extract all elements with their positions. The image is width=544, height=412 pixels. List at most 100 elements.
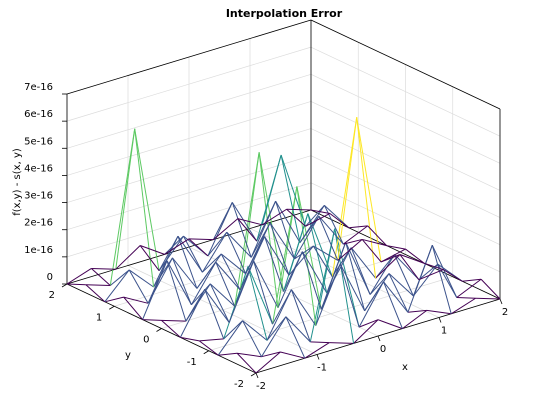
mesh-line [161, 319, 186, 322]
mesh-line [326, 242, 347, 294]
wall-grid-line [66, 128, 312, 203]
tick-layer: -2 -1 0 1 2 -2 -1 0 1 2 0 1e-16 2e-16 3e-16 4e-16 5e-16… [24, 82, 508, 392]
mesh-line [164, 238, 190, 255]
mesh-line [104, 296, 124, 303]
mesh-line [407, 309, 427, 313]
x-tick-label: -2 [256, 381, 266, 392]
mesh-line [91, 267, 116, 270]
mesh-line [418, 269, 444, 281]
mesh-line [301, 251, 328, 294]
mesh-line [329, 213, 350, 229]
mesh-line [185, 283, 211, 322]
floor-grid-line [208, 276, 453, 352]
mesh-line [369, 273, 390, 295]
mesh-line [383, 281, 403, 329]
mesh-line [177, 235, 203, 273]
mesh-line [301, 251, 322, 310]
mesh-line [180, 336, 200, 342]
mesh-line [217, 320, 244, 356]
mesh-line [324, 204, 350, 229]
mesh-line [431, 245, 452, 314]
mesh-line [218, 352, 238, 356]
mesh-line [190, 261, 217, 306]
mesh-line [109, 269, 130, 286]
x-tick-mark [255, 372, 259, 379]
mesh-line [280, 154, 306, 227]
mesh-surface [66, 117, 501, 374]
mesh-line [242, 320, 262, 357]
mesh-line [261, 154, 282, 225]
mesh-line [204, 289, 225, 340]
mesh-line [266, 289, 292, 341]
mesh-line [191, 283, 211, 306]
mesh-line [285, 316, 306, 359]
mesh-line [66, 283, 86, 286]
mesh-line [247, 266, 273, 325]
mesh-line [264, 236, 284, 292]
mesh-line [172, 257, 192, 305]
y-tick-label: -1 [187, 357, 197, 368]
mesh-line [128, 269, 149, 304]
mesh-line [226, 232, 247, 274]
mesh-line [290, 289, 317, 326]
mesh-line [356, 117, 382, 262]
mesh-line [337, 117, 358, 261]
mesh-line [431, 244, 458, 298]
mesh-line [237, 218, 258, 242]
mesh-line [223, 320, 243, 340]
mesh-line [367, 225, 387, 246]
mesh-line [394, 254, 414, 297]
mesh-line [147, 260, 168, 304]
mesh-line [207, 231, 228, 257]
mesh-line [142, 319, 162, 321]
mesh-line [339, 263, 366, 312]
mesh-line [123, 296, 143, 320]
z-tick-label: 6e-16 [24, 109, 53, 120]
mesh-line [337, 239, 363, 261]
z-tick-label: 0 [47, 272, 53, 283]
mesh-line [161, 319, 181, 338]
mesh-line [369, 254, 395, 295]
mesh-line [172, 257, 198, 289]
mesh-line [313, 245, 339, 261]
wall-grid-line [66, 101, 312, 176]
mesh-line [204, 288, 230, 323]
mesh-line [275, 200, 301, 243]
x-tick-mark [499, 298, 503, 305]
mesh-line [166, 260, 192, 306]
mesh-line [413, 263, 439, 297]
x-tick-mark [316, 354, 320, 360]
x-tick-label: 0 [380, 344, 386, 355]
mesh-line [236, 352, 257, 374]
mesh-line [275, 200, 295, 260]
z-tick-label: 3e-16 [24, 191, 53, 202]
mesh-line [405, 248, 425, 264]
mesh-line [231, 202, 252, 258]
mesh-line [153, 257, 173, 288]
mesh-line [310, 209, 330, 214]
mesh-line [475, 297, 501, 300]
mesh-line [310, 341, 330, 344]
mesh-line [386, 245, 406, 250]
mesh-line [388, 273, 409, 313]
mesh-line [388, 273, 414, 297]
mesh-line [201, 231, 228, 273]
mesh-line [109, 128, 136, 286]
mesh-line [104, 269, 130, 303]
mesh-line [212, 202, 233, 240]
mesh-line [91, 268, 111, 286]
mesh-line [140, 245, 165, 255]
mesh-line [247, 266, 268, 341]
mesh-line [399, 254, 420, 281]
y-tick-mark [203, 350, 209, 355]
mesh-line [164, 235, 184, 255]
wall-grid-line [310, 46, 501, 137]
mesh-line [199, 338, 224, 342]
mesh-line [158, 235, 184, 271]
mesh-line [296, 186, 317, 326]
mesh-line [123, 296, 149, 304]
mesh-line [345, 242, 366, 311]
y-tick-mark [61, 283, 68, 288]
wall-grid-line [66, 73, 312, 149]
mesh-line [237, 352, 262, 358]
